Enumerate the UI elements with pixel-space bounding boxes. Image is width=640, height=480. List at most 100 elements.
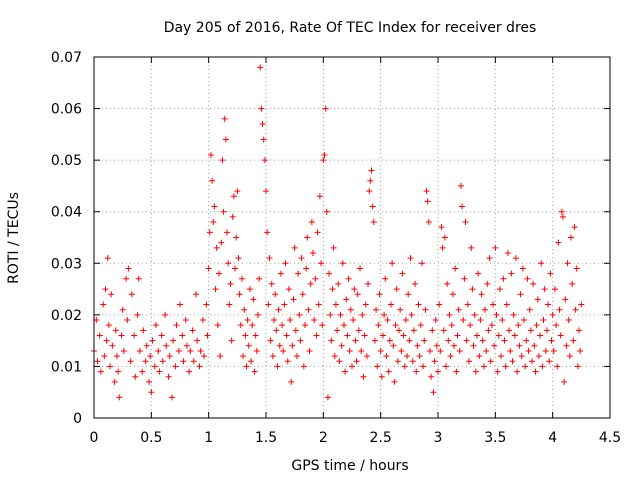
data-point (240, 353, 247, 360)
data-point (298, 255, 305, 262)
data-point (189, 327, 196, 334)
axis-ticks (93, 56, 611, 419)
data-point (428, 373, 435, 380)
data-point (491, 342, 498, 349)
data-point (288, 378, 295, 385)
data-point (572, 306, 579, 313)
data-point (522, 363, 529, 370)
data-point (293, 353, 300, 360)
data-point (308, 219, 315, 226)
data-point (193, 291, 200, 298)
data-point (266, 255, 273, 262)
data-point (433, 342, 440, 349)
data-point (243, 363, 250, 370)
data-point (371, 337, 378, 344)
data-point (471, 311, 478, 318)
data-point (485, 327, 492, 334)
data-point (405, 291, 412, 298)
data-point (407, 255, 414, 262)
data-point (118, 332, 125, 339)
data-point (343, 296, 350, 303)
data-point (319, 322, 326, 329)
data-point (453, 368, 460, 375)
data-point (232, 265, 239, 272)
data-point (329, 286, 336, 293)
data-point (250, 296, 257, 303)
data-point (566, 353, 573, 360)
data-point (148, 389, 155, 396)
data-point (418, 260, 425, 267)
data-point (502, 363, 509, 370)
data-point (256, 275, 263, 282)
data-point (112, 327, 119, 334)
data-point (390, 342, 397, 349)
y-tick-label: 0.04 (51, 205, 82, 221)
data-point (478, 291, 485, 298)
data-point (218, 239, 225, 246)
data-point (342, 368, 349, 375)
data-point (490, 301, 497, 308)
data-point (358, 347, 365, 354)
data-point (379, 332, 386, 339)
data-point (422, 306, 429, 313)
data-point (463, 337, 470, 344)
data-point (279, 322, 286, 329)
data-point (396, 327, 403, 334)
data-point (556, 306, 563, 313)
data-point (437, 347, 444, 354)
data-point (140, 327, 147, 334)
data-point (470, 342, 477, 349)
data-point (455, 306, 462, 313)
data-point (394, 358, 401, 365)
data-point (573, 265, 580, 272)
data-point (548, 337, 555, 344)
data-point (350, 317, 357, 324)
data-point (207, 151, 214, 158)
data-point (355, 327, 362, 334)
data-point (230, 193, 237, 200)
data-point (228, 337, 235, 344)
data-point (275, 306, 282, 313)
data-point (477, 317, 484, 324)
data-point (190, 358, 197, 365)
data-point (120, 347, 127, 354)
data-point (258, 105, 265, 112)
data-point (201, 353, 208, 360)
data-point (366, 188, 373, 195)
data-point (136, 347, 143, 354)
data-point (265, 301, 272, 308)
data-point (220, 208, 227, 215)
data-point (351, 286, 358, 293)
data-point (511, 332, 518, 339)
y-tick-label: 0.06 (51, 102, 82, 118)
y-tick-label: 0 (73, 411, 82, 427)
data-point (367, 177, 374, 184)
data-point (340, 322, 347, 329)
data-point (186, 368, 193, 375)
data-point (550, 347, 557, 354)
data-point (97, 368, 104, 375)
data-point (324, 394, 331, 401)
data-point (251, 368, 258, 375)
data-point (469, 286, 476, 293)
data-point (430, 389, 437, 396)
data-point (269, 353, 276, 360)
data-point (541, 286, 548, 293)
data-point (570, 337, 577, 344)
data-point (134, 311, 141, 318)
data-point (416, 353, 423, 360)
data-point (339, 260, 346, 267)
x-tick-label: 3 (434, 430, 443, 446)
data-point (162, 311, 169, 318)
data-point (515, 322, 522, 329)
data-point (241, 306, 248, 313)
data-point (210, 219, 217, 226)
data-point (155, 347, 162, 354)
data-point (546, 358, 553, 365)
data-point (391, 378, 398, 385)
data-point (166, 353, 173, 360)
data-point (554, 363, 561, 370)
data-point (344, 332, 351, 339)
data-point (360, 373, 367, 380)
data-point (175, 347, 182, 354)
